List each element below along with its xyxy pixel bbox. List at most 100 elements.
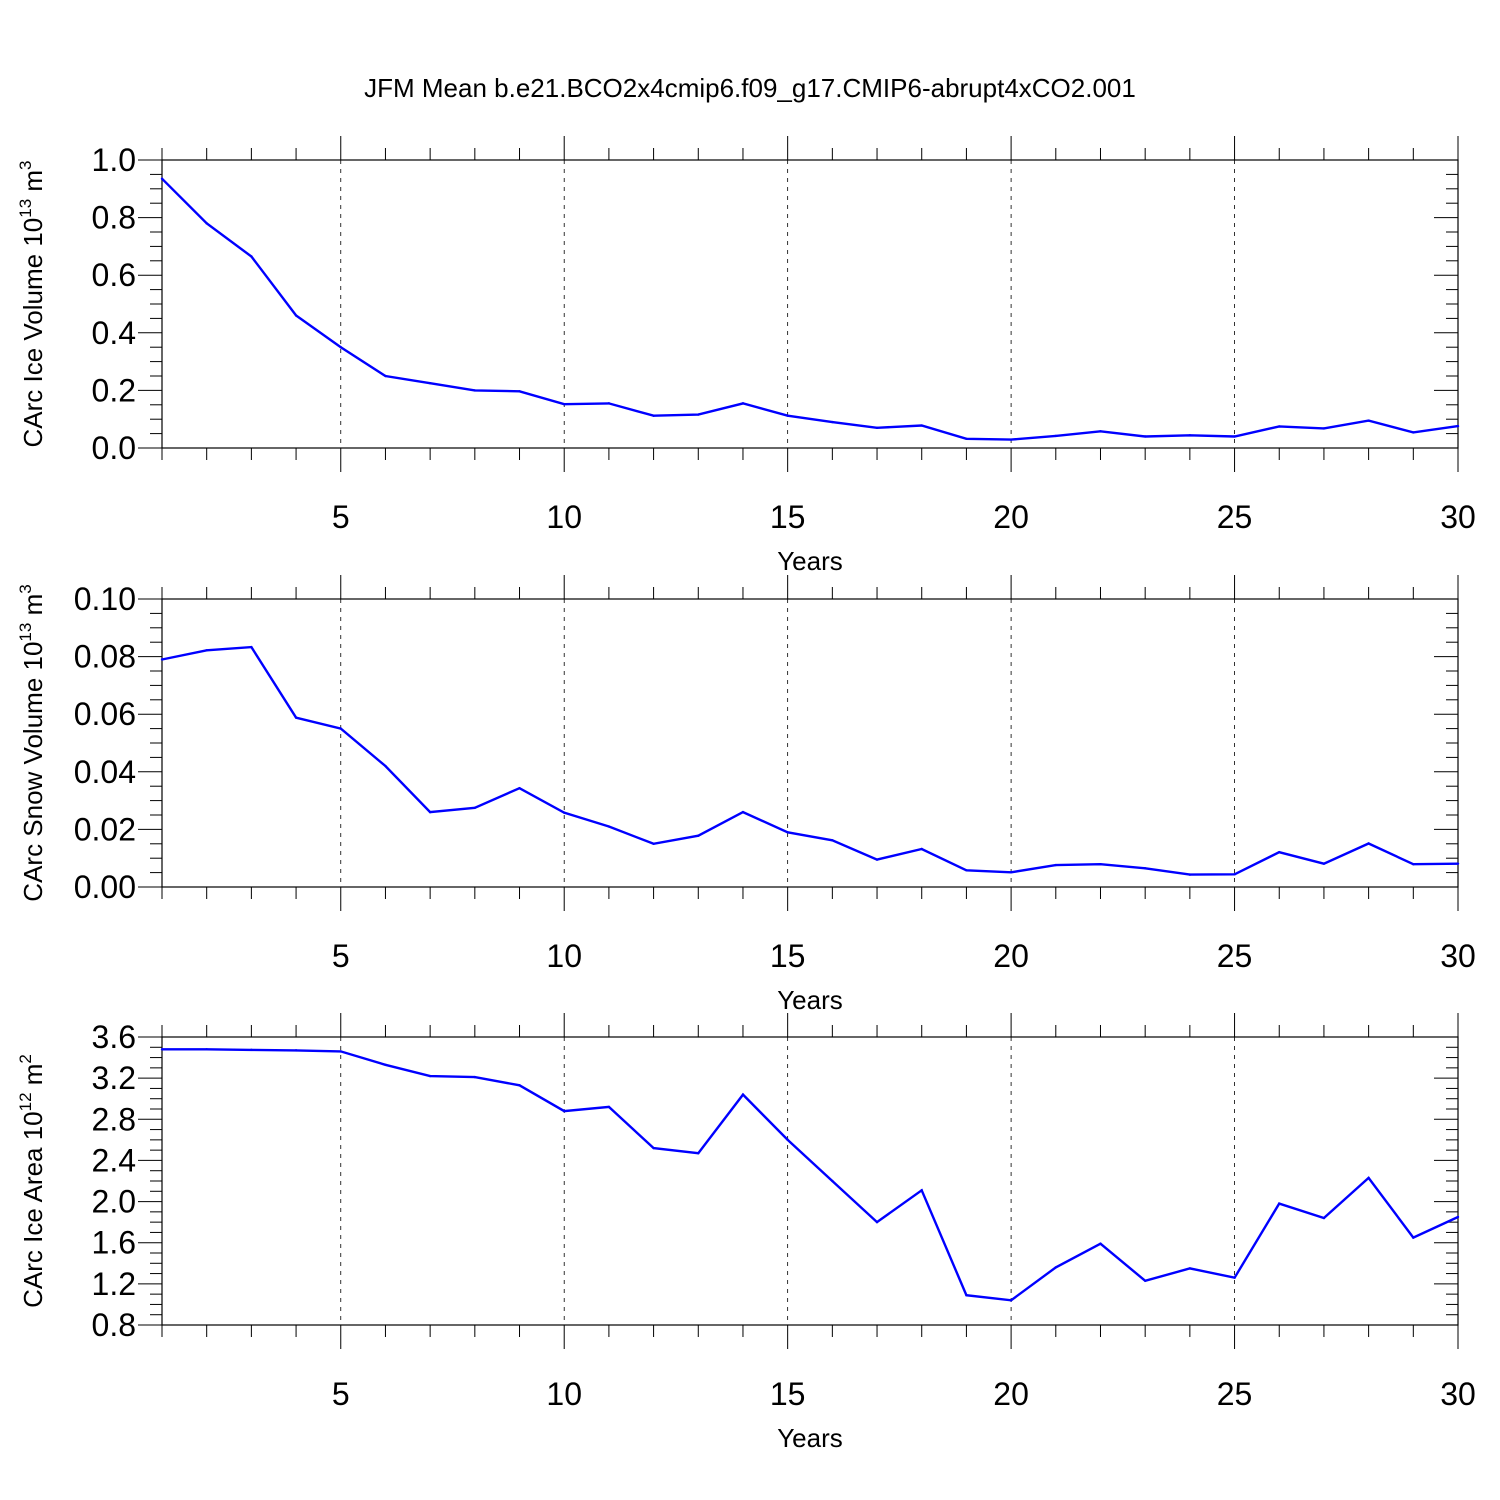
y-tick-label: 2.4 bbox=[92, 1142, 136, 1178]
data-point bbox=[428, 810, 432, 814]
plot-frame bbox=[161, 1036, 1459, 1326]
y-tick-label: 2.8 bbox=[92, 1101, 136, 1137]
x-tick-label: 10 bbox=[546, 938, 582, 974]
data-point bbox=[875, 858, 879, 861]
data-point bbox=[652, 842, 655, 845]
data-point bbox=[1143, 1279, 1147, 1282]
data-point bbox=[1278, 425, 1281, 428]
data-point bbox=[160, 1048, 164, 1051]
data-point bbox=[473, 389, 477, 392]
data-point bbox=[1322, 1216, 1326, 1220]
y-tick-label: 0.00 bbox=[74, 869, 136, 905]
data-point bbox=[1233, 435, 1236, 438]
y-tick-label: 1.0 bbox=[92, 142, 136, 178]
data-point bbox=[741, 1093, 745, 1096]
y-axis-title-text: m bbox=[18, 170, 48, 199]
x-tick-label: 20 bbox=[993, 499, 1029, 535]
x-tick-label: 30 bbox=[1440, 938, 1476, 974]
data-point bbox=[875, 1220, 879, 1224]
data-point bbox=[384, 1063, 387, 1066]
y-axis-title: CArc Snow Volume 1013 m3 bbox=[16, 584, 48, 901]
data-point bbox=[563, 403, 566, 406]
data-point bbox=[697, 834, 700, 837]
data-point bbox=[607, 1105, 611, 1109]
data-point bbox=[920, 424, 923, 427]
y-axis-title-exponent: 13 bbox=[16, 623, 35, 642]
data-point bbox=[473, 1075, 477, 1079]
data-point bbox=[1322, 427, 1326, 430]
data-point bbox=[250, 1048, 253, 1052]
x-tick-label: 15 bbox=[770, 499, 806, 535]
data-point bbox=[831, 420, 834, 424]
data-point bbox=[160, 658, 164, 661]
data-point bbox=[563, 811, 566, 814]
y-tick-label: 2.0 bbox=[92, 1184, 136, 1220]
data-point bbox=[965, 437, 968, 440]
data-point bbox=[697, 1152, 700, 1155]
data-point bbox=[1099, 863, 1102, 866]
data-point bbox=[250, 255, 253, 258]
x-tick-label: 30 bbox=[1440, 1376, 1476, 1412]
y-tick-label: 0.6 bbox=[92, 257, 136, 293]
x-tick-label: 25 bbox=[1217, 1376, 1253, 1412]
y-tick-label: 0.04 bbox=[74, 754, 136, 790]
x-tick-label: 15 bbox=[770, 1376, 806, 1412]
data-point bbox=[1367, 1176, 1370, 1180]
x-tick-label: 5 bbox=[332, 1376, 350, 1412]
y-axis-title-text: CArc Snow Volume 10 bbox=[18, 642, 48, 902]
data-point bbox=[1367, 419, 1370, 422]
data-point bbox=[965, 1293, 968, 1297]
data-point bbox=[205, 649, 208, 652]
data-point bbox=[1143, 435, 1147, 438]
y-tick-label: 0.10 bbox=[74, 581, 136, 617]
series-line bbox=[161, 177, 1459, 441]
y-axis-title-text: m bbox=[18, 594, 48, 623]
y-axis-title: CArc Ice Volume 1013 m3 bbox=[16, 160, 48, 447]
figure-title: JFM Mean b.e21.BCO2x4cmip6.f09_g17.CMIP6… bbox=[364, 73, 1136, 103]
data-point bbox=[652, 1146, 655, 1150]
data-point bbox=[741, 810, 745, 814]
data-point bbox=[428, 382, 432, 385]
data-point bbox=[607, 402, 611, 405]
y-axis-title-exponent: 2 bbox=[16, 1054, 35, 1063]
data-point bbox=[965, 869, 968, 872]
data-point bbox=[1143, 867, 1147, 870]
data-point bbox=[205, 1048, 208, 1051]
x-axis-title: Years bbox=[777, 546, 843, 576]
data-point bbox=[607, 825, 611, 828]
data-point bbox=[384, 374, 387, 378]
data-point bbox=[339, 727, 342, 730]
y-tick-label: 3.6 bbox=[92, 1019, 136, 1055]
data-point bbox=[1367, 842, 1370, 845]
data-point bbox=[786, 831, 789, 834]
data-point bbox=[1099, 1242, 1102, 1245]
y-tick-label: 0.8 bbox=[92, 200, 136, 236]
data-point bbox=[1456, 862, 1460, 865]
series-line bbox=[161, 645, 1459, 876]
data-point bbox=[1009, 871, 1013, 874]
data-point bbox=[875, 426, 879, 430]
data-point bbox=[741, 402, 745, 405]
data-point bbox=[1233, 873, 1236, 876]
x-tick-label: 10 bbox=[546, 499, 582, 535]
y-axis-title: CArc Ice Area 1012 m2 bbox=[16, 1054, 48, 1308]
x-axis-title: Years bbox=[777, 985, 843, 1015]
x-tick-label: 15 bbox=[770, 938, 806, 974]
data-point bbox=[294, 314, 298, 317]
data-point bbox=[205, 222, 208, 225]
y-axis-title-text: CArc Ice Volume 10 bbox=[18, 218, 48, 448]
y-tick-label: 0.2 bbox=[92, 372, 136, 408]
data-point bbox=[1412, 863, 1415, 866]
data-point bbox=[652, 414, 655, 417]
x-tick-label: 5 bbox=[332, 938, 350, 974]
y-axis-title-text: m bbox=[18, 1064, 48, 1093]
chart-panel-3: 5 10 15 20 25 30 0.8 1.2 1.6 2.0 2.4 2.8 3.2 3.6 Years… bbox=[16, 1013, 1476, 1453]
data-point bbox=[160, 177, 164, 180]
data-point bbox=[831, 839, 834, 842]
data-point bbox=[518, 390, 521, 393]
y-axis-title-exponent: 12 bbox=[16, 1092, 35, 1111]
data-point bbox=[1054, 863, 1057, 867]
data-point bbox=[1188, 873, 1192, 876]
